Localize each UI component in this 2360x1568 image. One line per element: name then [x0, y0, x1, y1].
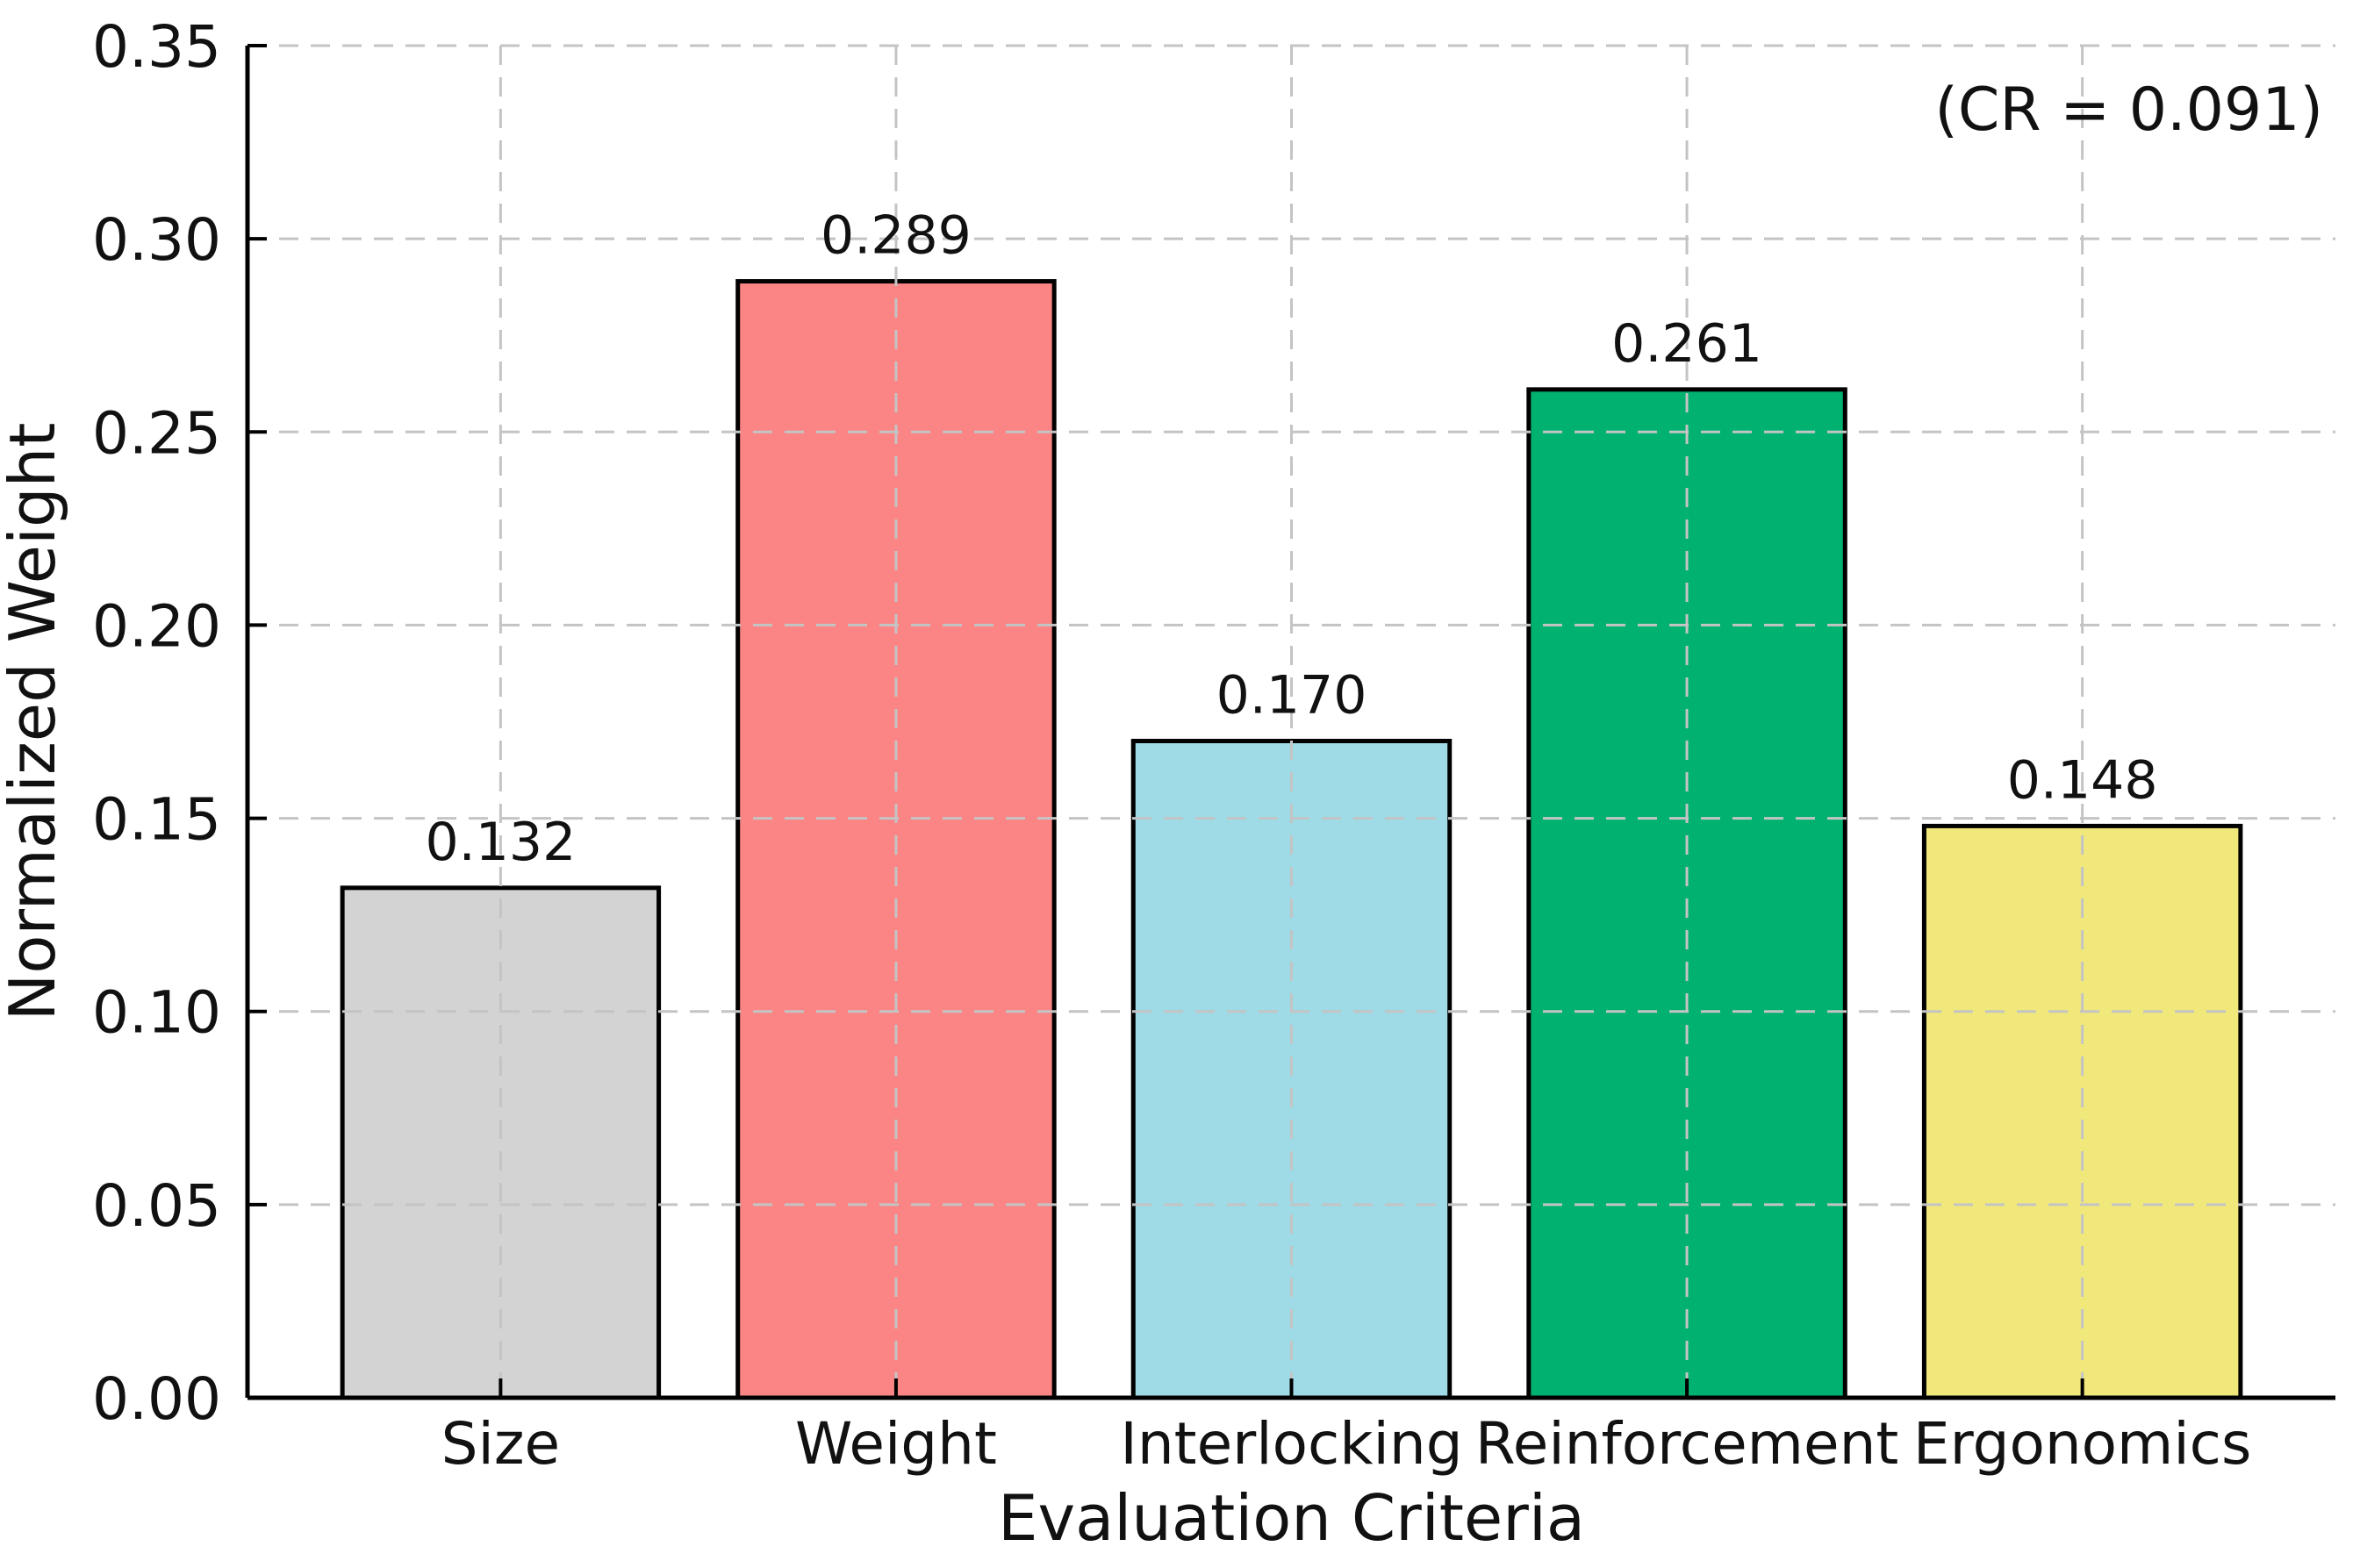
- x-tick-label-weight: Weight: [795, 1410, 997, 1478]
- bar-value-label: 0.170: [1216, 665, 1367, 727]
- y-tick-label: 0.35: [92, 13, 221, 81]
- y-tick-label: 0.05: [92, 1172, 221, 1240]
- bar-value-label: 0.289: [821, 205, 972, 267]
- y-tick-label: 0.10: [92, 979, 221, 1047]
- x-tick-label-reinforcement: Reinforcement: [1475, 1410, 1898, 1478]
- bar-value-label: 0.132: [425, 812, 576, 873]
- x-tick-label-size: Size: [441, 1410, 560, 1478]
- x-tick-label-interlocking: Interlocking: [1120, 1410, 1462, 1478]
- y-axis-title: Normalized Weight: [0, 422, 69, 1020]
- y-tick-label: 0.15: [92, 786, 221, 854]
- bar-value-label: 0.148: [2007, 749, 2158, 811]
- y-tick-label: 0.25: [92, 399, 221, 467]
- y-tick-label: 0.00: [92, 1365, 221, 1433]
- x-axis-title: Evaluation Criteria: [998, 1481, 1585, 1555]
- x-tick-label-ergonomics: Ergonomics: [1913, 1410, 2251, 1478]
- y-tick-label: 0.30: [92, 206, 221, 274]
- y-tick-label: 0.20: [92, 592, 221, 660]
- bar-ergonomics: [1921, 823, 2243, 1400]
- bar-value-label: 0.261: [1611, 313, 1762, 375]
- consistency-ratio-annotation: (CR = 0.091): [1934, 75, 2323, 145]
